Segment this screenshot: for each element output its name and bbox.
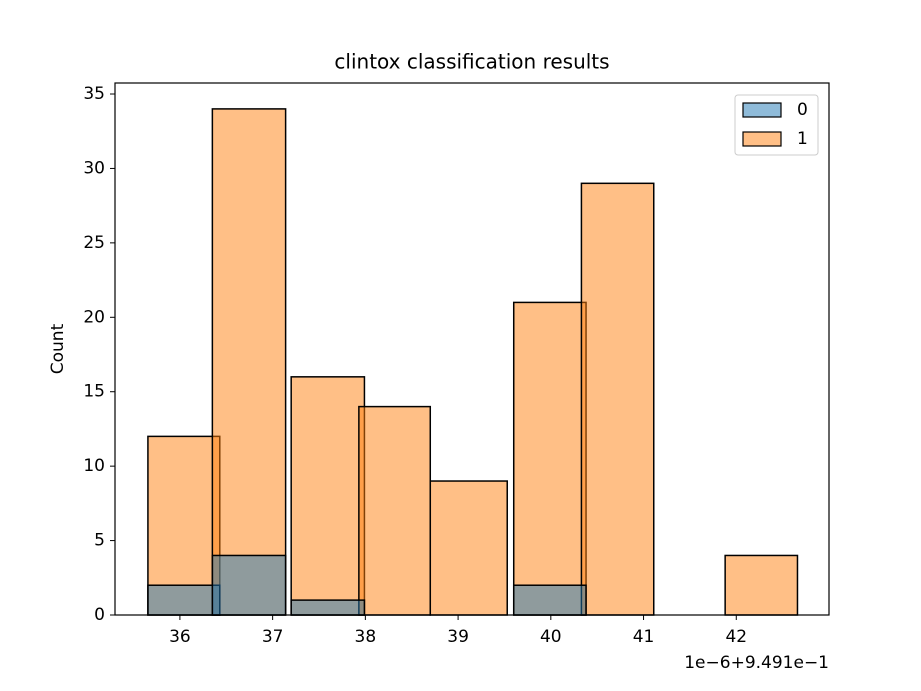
bar [512, 584, 587, 616]
bar [147, 584, 221, 616]
x-tick-label: 41 [633, 627, 655, 647]
plot-area [147, 108, 799, 616]
y-axis-label: Count [48, 323, 68, 374]
bar [211, 108, 287, 616]
bar [290, 376, 366, 616]
y-tick-label: 35 [83, 84, 105, 104]
legend-label: 1 [797, 129, 808, 149]
x-tick-label: 38 [355, 627, 377, 647]
y-tick-label: 0 [94, 605, 105, 625]
legend-swatch [742, 131, 782, 147]
x-offset-label: 1e−6+9.491e−1 [684, 653, 829, 673]
y-tick-label: 25 [83, 233, 105, 253]
bar [211, 554, 287, 616]
legend-label: 0 [797, 100, 808, 120]
x-tick-label: 39 [447, 627, 469, 647]
x-tick-label: 42 [725, 627, 747, 647]
y-tick-label: 10 [83, 456, 105, 476]
legend-swatch [742, 102, 782, 118]
y-tick-label: 20 [83, 307, 105, 327]
y-tick-label: 15 [83, 382, 105, 402]
x-tick-label: 40 [540, 627, 562, 647]
x-tick-label: 36 [169, 627, 191, 647]
bar [580, 182, 655, 616]
x-tick-label: 37 [262, 627, 284, 647]
bar [512, 301, 587, 616]
y-tick-label: 5 [94, 531, 105, 551]
chart-title: clintox classification results [334, 50, 609, 74]
bar [429, 480, 508, 616]
bar [290, 599, 366, 616]
bar [724, 554, 799, 616]
bar [358, 405, 432, 616]
axes-frame [114, 82, 830, 616]
y-tick-label: 30 [83, 158, 105, 178]
